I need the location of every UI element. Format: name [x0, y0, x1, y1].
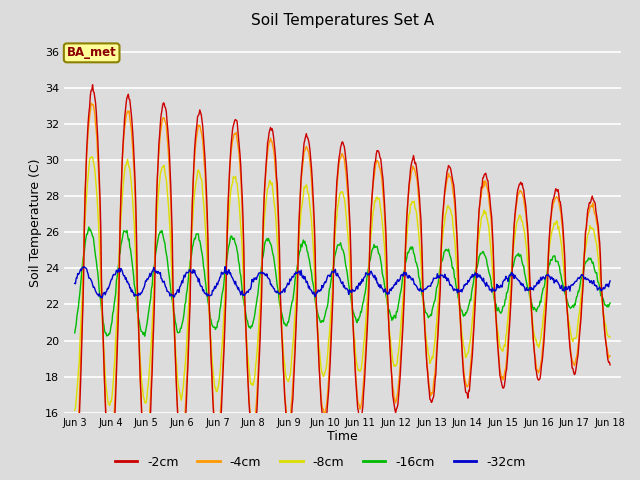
Y-axis label: Soil Temperature (C): Soil Temperature (C): [29, 159, 42, 288]
Legend: -2cm, -4cm, -8cm, -16cm, -32cm: -2cm, -4cm, -8cm, -16cm, -32cm: [109, 451, 531, 474]
X-axis label: Time: Time: [327, 431, 358, 444]
Text: BA_met: BA_met: [67, 47, 116, 60]
Title: Soil Temperatures Set A: Soil Temperatures Set A: [251, 13, 434, 28]
